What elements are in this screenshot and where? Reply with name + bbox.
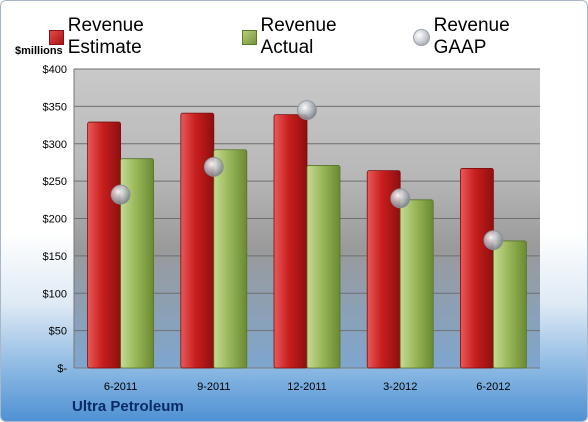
bar-revenue-estimate xyxy=(180,112,215,369)
bar-revenue-actual xyxy=(306,165,341,369)
point-revenue-gaap xyxy=(390,188,411,209)
y-tick-label: $100 xyxy=(43,288,67,300)
bar-revenue-estimate xyxy=(273,114,308,369)
bar-revenue-actual xyxy=(120,158,154,369)
bar-revenue-estimate xyxy=(87,121,121,369)
legend-label-gaap: Revenue GAAP xyxy=(433,15,510,58)
point-revenue-gaap xyxy=(297,100,317,121)
point-revenue-gaap xyxy=(483,230,504,251)
legend-label-estimate: Revenue Estimate xyxy=(67,15,144,58)
bar-revenue-estimate xyxy=(459,168,494,369)
bar-revenue-actual xyxy=(492,240,527,369)
y-tick-label: $150 xyxy=(43,251,67,263)
y-axis-unit-label: $millions xyxy=(15,45,63,57)
x-tick-label: 6-2011 xyxy=(104,381,137,393)
legend-item-estimate: Revenue Estimate xyxy=(49,15,220,59)
bar-revenue-actual xyxy=(213,149,248,369)
y-tick-label: $50 xyxy=(49,326,67,338)
y-tick-label: $350 xyxy=(43,101,67,113)
y-tick-label: $300 xyxy=(43,139,67,151)
legend-label-actual: Revenue Actual xyxy=(260,15,337,58)
legend-item-gaap: Revenue GAAP xyxy=(412,15,565,59)
y-tick-label: $200 xyxy=(43,214,67,226)
x-tick-label: 3-2012 xyxy=(383,381,417,393)
legend-swatch-estimate xyxy=(49,29,64,45)
x-tick-label: 6-2012 xyxy=(476,381,510,393)
legend: Revenue Estimate Revenue Actual Revenue … xyxy=(49,15,587,59)
bar-revenue-actual xyxy=(399,199,434,369)
legend-swatch-actual xyxy=(241,29,257,45)
legend-item-actual: Revenue Actual xyxy=(241,15,391,59)
legend-swatch-gaap xyxy=(412,28,430,46)
x-tick-label: 9-2011 xyxy=(197,381,230,393)
y-tick-label: $- xyxy=(57,363,67,375)
point-revenue-gaap xyxy=(110,184,131,205)
company-name: Ultra Petroleum xyxy=(72,398,184,415)
x-tick-label: 12-2011 xyxy=(287,381,327,393)
y-tick-label: $250 xyxy=(43,176,67,188)
point-revenue-gaap xyxy=(203,157,224,177)
y-tick-label: $400 xyxy=(43,64,67,76)
